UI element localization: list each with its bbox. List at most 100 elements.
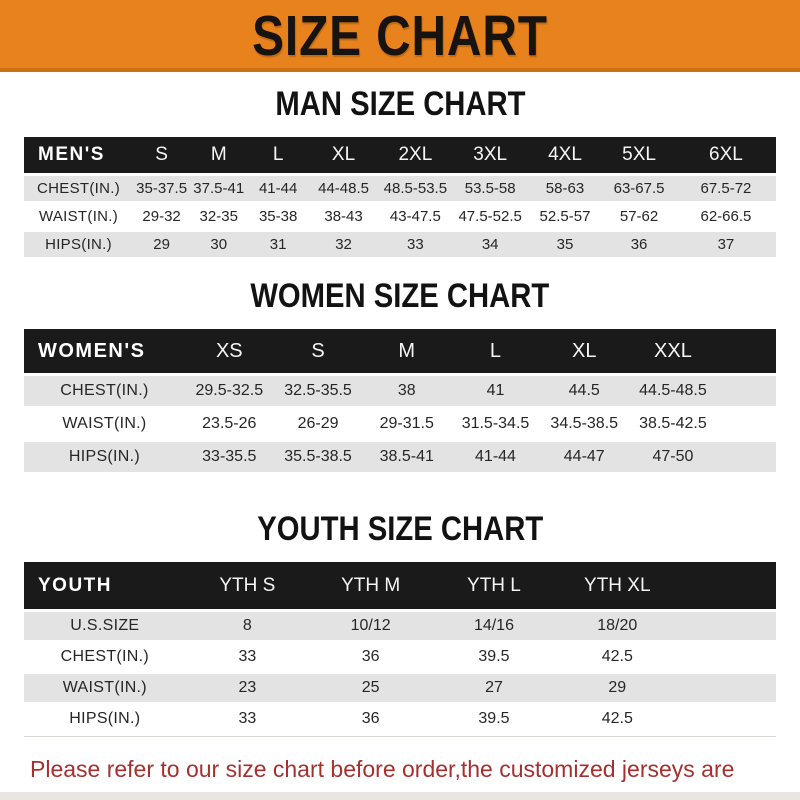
size-value-cell: 57-62	[619, 208, 659, 225]
size-value-cell: 43-47.5	[389, 208, 441, 225]
size-value-cell: 44-47	[563, 448, 605, 465]
size-col-header: XXL	[654, 339, 692, 362]
measure-row-label: HIPS(IN.)	[45, 236, 112, 253]
spacer-cell	[717, 376, 776, 406]
women-brand-label: WOMEN'S	[38, 339, 146, 362]
size-col-header: 3XL	[473, 144, 508, 165]
size-value-cell: 23.5-26	[202, 415, 257, 432]
size-value-cell: 38-43	[324, 208, 363, 225]
measure-row-label: HIPS(IN.)	[69, 710, 141, 727]
size-value-cell: 35-37.5	[136, 180, 188, 197]
size-value-cell: 31	[269, 236, 287, 253]
spacer-cell	[679, 612, 776, 640]
size-value-cell: 67.5-72	[700, 180, 752, 197]
banner-title: SIZE CHART	[252, 3, 548, 68]
size-value-cell: 35	[556, 236, 574, 253]
men-section-title: MAN SIZE CHART	[274, 85, 526, 123]
size-col-header: 6XL	[709, 144, 743, 165]
size-value-cell: 36	[361, 648, 380, 665]
measure-row-label: WAIST(IN.)	[38, 208, 119, 225]
size-value-cell: 32-35	[199, 208, 238, 225]
size-value-cell: 41-44	[475, 448, 516, 465]
size-value-cell: 33	[407, 236, 424, 253]
size-value-cell: 41-44	[258, 180, 298, 197]
size-value-cell: 37.5-41	[193, 180, 245, 197]
men-chest-row: CHEST(IN.) 35-37.5 37.5-41 41-44 44-48.5…	[24, 176, 776, 201]
size-value-cell: 30	[210, 236, 228, 253]
bottom-edge-strip	[0, 792, 800, 800]
size-col-header: YTH S	[219, 574, 276, 596]
size-value-cell: 29	[153, 236, 170, 253]
spacer-cell	[679, 705, 776, 733]
size-col-header: 2XL	[398, 144, 433, 165]
size-col-header: S	[155, 144, 168, 165]
size-value-cell: 62-66.5	[700, 208, 752, 225]
measure-row-label: CHEST(IN.)	[60, 648, 149, 665]
size-value-cell: 29	[608, 679, 627, 696]
size-col-header: XS	[215, 339, 243, 362]
men-size-table: MEN'S S M L XL 2XL 3XL 4XL 5XL 6XL CHEST…	[24, 134, 776, 260]
spacer-cell	[717, 329, 776, 373]
size-value-cell: 48.5-53.5	[383, 180, 448, 197]
size-value-cell: 29.5-32.5	[195, 382, 264, 399]
size-value-cell: 33	[238, 710, 257, 727]
youth-header-row: YOUTH YTH S YTH M YTH L YTH XL	[24, 562, 776, 609]
men-hips-row: HIPS(IN.) 29 30 31 32 33 34 35 36 37	[24, 232, 776, 257]
size-value-cell: 31.5-34.5	[461, 415, 530, 432]
size-value-cell: 14/16	[473, 617, 514, 634]
size-value-cell: 33-35.5	[202, 448, 257, 465]
women-chest-row: CHEST(IN.) 29.5-32.5 32.5-35.5 38 41 44.…	[24, 376, 776, 406]
measure-row-label: HIPS(IN.)	[68, 448, 141, 465]
size-col-header: XL	[571, 339, 597, 362]
size-value-cell: 47-50	[652, 448, 694, 465]
size-value-cell: 32.5-35.5	[284, 382, 352, 399]
size-value-cell: 25	[361, 679, 380, 696]
size-col-header: YTH XL	[584, 574, 651, 596]
size-value-cell: 36	[630, 236, 648, 253]
size-value-cell: 29-32	[142, 208, 181, 225]
size-value-cell: 42.5	[601, 648, 633, 665]
size-value-cell: 44.5-48.5	[639, 382, 707, 399]
measure-row-label: CHEST(IN.)	[60, 382, 149, 399]
size-value-cell: 36	[361, 710, 380, 727]
size-value-cell: 52.5-57	[539, 208, 591, 225]
youth-waist-row: WAIST(IN.) 23 25 27 29	[24, 674, 776, 702]
measure-row-label: CHEST(IN.)	[37, 180, 121, 197]
size-value-cell: 38	[397, 382, 416, 399]
men-waist-row: WAIST(IN.) 29-32 32-35 35-38 38-43 43-47…	[24, 204, 776, 229]
youth-size-table: YOUTH YTH S YTH M YTH L YTH XL U.S.SIZE …	[24, 559, 776, 736]
youth-table-bottom-rule	[24, 736, 776, 737]
size-value-cell: 34.5-38.5	[550, 415, 619, 432]
size-value-cell: 26-29	[297, 415, 339, 432]
women-hips-row: HIPS(IN.) 33-35.5 35.5-38.5 38.5-41 41-4…	[24, 442, 776, 472]
size-col-header: 5XL	[622, 144, 656, 165]
size-col-header: S	[311, 339, 325, 362]
size-col-header: M	[210, 144, 227, 165]
measure-row-label: U.S.SIZE	[70, 617, 140, 634]
size-value-cell: 32	[335, 236, 352, 253]
size-value-cell: 23	[238, 679, 257, 696]
size-value-cell: 10/12	[350, 617, 391, 634]
size-value-cell: 38.5-41	[379, 448, 434, 465]
size-value-cell: 42.5	[601, 710, 633, 727]
youth-ussize-row: U.S.SIZE 8 10/12 14/16 18/20	[24, 612, 776, 640]
size-value-cell: 29-31.5	[379, 415, 434, 432]
size-col-header: L	[489, 339, 502, 362]
measure-row-label: WAIST(IN.)	[62, 679, 147, 696]
size-value-cell: 33	[238, 648, 257, 665]
size-value-cell: 37	[717, 236, 735, 253]
size-col-header: 4XL	[548, 144, 582, 165]
men-header-row: MEN'S S M L XL 2XL 3XL 4XL 5XL 6XL	[24, 137, 776, 173]
size-value-cell: 18/20	[597, 617, 638, 634]
size-value-cell: 35-38	[258, 208, 298, 225]
size-value-cell: 58-63	[545, 180, 585, 197]
size-value-cell: 35.5-38.5	[284, 448, 352, 465]
youth-section-title: YOUTH SIZE CHART	[257, 510, 543, 548]
size-value-cell: 39.5	[478, 710, 510, 727]
women-size-table: WOMEN'S XS S M L XL XXL CHEST(IN.) 29.5-…	[24, 326, 776, 475]
size-value-cell: 38.5-42.5	[639, 415, 707, 432]
measure-row-label: WAIST(IN.)	[62, 415, 147, 432]
size-value-cell: 44-48.5	[318, 180, 369, 197]
women-waist-row: WAIST(IN.) 23.5-26 26-29 29-31.5 31.5-34…	[24, 409, 776, 439]
